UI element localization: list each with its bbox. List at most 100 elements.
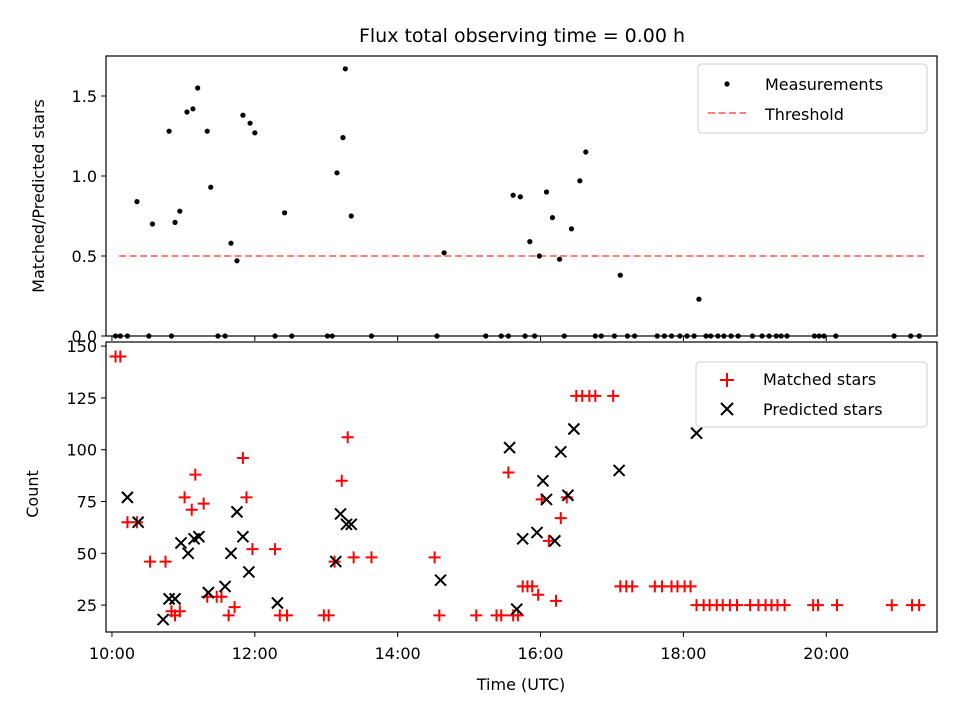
x-tick-label: 14:00 [375,644,421,663]
measurement-point [784,333,790,339]
measurement-point [195,85,201,91]
measurement-point [703,333,709,339]
predicted-star-point [334,507,347,521]
measurement-point [759,333,765,339]
predicted-star-point [554,445,567,458]
matched-star-point [347,551,360,564]
measurement-point [240,112,246,118]
matched-star-point [240,491,253,504]
predicted-star-point [536,474,550,487]
measurement-point [498,333,504,339]
predicted-star-point [690,426,703,440]
measurement-point [215,333,221,339]
bottom-y-tick-label: 125 [66,389,97,408]
measurement-point [577,178,583,184]
matched-star-point [236,452,249,464]
x-tick-label: 16:00 [517,644,563,663]
matched-star-point [626,580,639,593]
predicted-star-point [548,534,562,548]
matched-star-point [322,609,335,622]
measurement-point [522,333,528,339]
chart-title: Flux total observing time = 0.00 h [359,25,685,47]
measurement-point [177,208,183,214]
measurement-point [342,66,348,72]
measurement-point [184,109,190,115]
matched-star-point [269,543,282,556]
measurement-point [721,333,727,339]
predicted-star-point [510,603,523,616]
matched-star-point [526,580,539,593]
predicted-star-point [329,555,342,568]
x-axis-label: Time (UTC) [476,675,565,694]
measurement-point [735,333,741,339]
measurement-point [510,192,516,198]
measurement-point [773,333,779,339]
measurement-point [281,210,288,216]
measurement-point [272,333,278,339]
matched-legend-marker [720,373,734,387]
measurement-point [617,272,623,278]
measurement-point [708,333,714,339]
measurement-point [749,333,756,339]
matched-star-point [730,599,743,612]
measurement-point [134,199,140,205]
matched-star-point [913,599,926,612]
predicted-star-point [224,547,238,560]
top-series [112,66,926,339]
matched-star-point [542,534,555,547]
bottom-y-tick-label: 25 [77,596,97,615]
predicted-star-point [131,516,145,529]
measurement-point [517,194,523,200]
measurement-point [124,333,131,339]
matched-star-point [684,580,697,593]
matched-star-point [589,389,602,402]
predicted-star-point [434,574,447,587]
measurement-point [208,184,214,190]
matched-star-point [885,599,898,612]
legend-measurements: Measurements [765,75,883,94]
matched-star-point [550,594,563,607]
matched-star-point [554,512,567,525]
measurement-point [661,333,667,339]
measurement-point [505,333,512,339]
measurement-point [172,219,178,225]
measurement-point [112,333,119,339]
measurement-point [329,333,335,339]
matched-star-point [778,599,791,612]
predicted-star-point [236,530,250,543]
bottom-y-tick-label: 75 [77,493,97,512]
measurement-point [691,333,697,339]
measurement-point [340,135,346,141]
predicted-star-point [181,547,195,560]
predicted-star-point [530,526,544,539]
measurement-point [916,333,922,339]
measurement-point [908,333,914,339]
measurement-point [543,189,550,195]
measurement-point [324,333,331,339]
top-legend: Measurements Threshold [697,63,928,134]
matched-star-point [280,609,293,622]
measurement-point [228,240,234,246]
bottom-series [109,350,926,626]
matched-star-point [246,543,259,556]
bottom-y-tick-label: 150 [66,337,97,356]
measurement-point [668,333,675,339]
measurement-point [252,130,258,136]
measurement-point [168,333,175,339]
measurement-point [289,333,295,339]
measurement-point [149,221,156,227]
measurement-point [811,333,817,339]
measurement-point [583,149,589,155]
predicted-star-point [271,596,284,610]
matched-star-point [335,474,348,487]
x-tick-label: 12:00 [232,644,278,663]
matched-star-point [159,555,172,568]
measurement-point [434,333,440,339]
measurement-point [592,333,598,339]
measurement-point [611,333,617,339]
bottom-y-axis-label: Count [23,470,42,518]
measurement-point [348,213,354,219]
measurement-point [166,128,172,134]
measurement-point [222,333,228,339]
